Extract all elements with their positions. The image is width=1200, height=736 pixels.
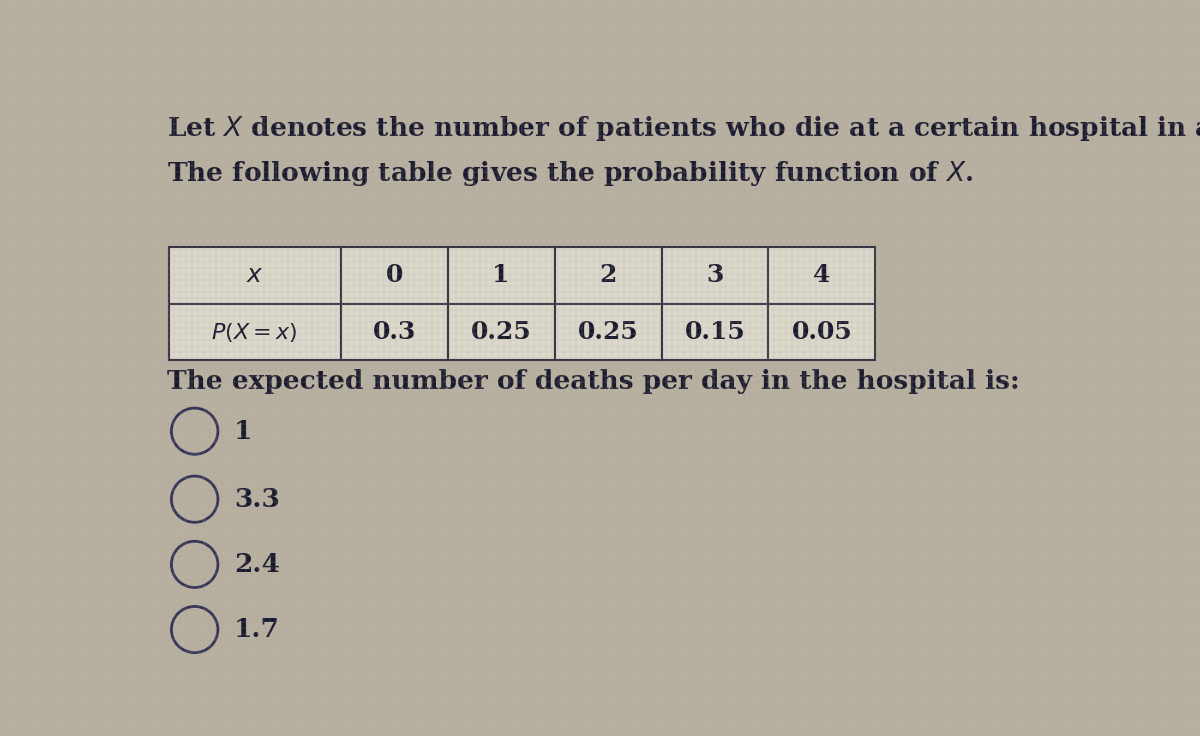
Text: $P(X = x)$: $P(X = x)$ [211,320,298,344]
Bar [768,247,876,304]
Text: 3.3: 3.3 [234,486,280,512]
Text: 2: 2 [599,263,617,287]
Text: Let $X$ denotes the number of patients who die at a certain hospital in a day.: Let $X$ denotes the number of patients w… [167,114,1200,143]
Bar [554,304,661,361]
Text: 0: 0 [385,263,403,287]
Text: 0.15: 0.15 [684,320,745,344]
Bar [341,304,448,361]
Text: 0.3: 0.3 [372,320,416,344]
Text: $x$: $x$ [246,263,264,287]
Text: 3: 3 [707,263,724,287]
Bar [341,247,448,304]
Bar [448,304,554,361]
Text: 2.4: 2.4 [234,552,280,577]
Text: The expected number of deaths per day in the hospital is:: The expected number of deaths per day in… [167,369,1019,394]
Bar [768,304,876,361]
Bar [168,304,341,361]
Bar [661,247,768,304]
Bar [448,247,554,304]
Bar [168,247,341,304]
Bar [661,304,768,361]
Text: 4: 4 [814,263,830,287]
Text: The following table gives the probability function of $X$.: The following table gives the probabilit… [167,159,973,188]
Text: 0.25: 0.25 [577,320,638,344]
Text: 0.25: 0.25 [470,320,532,344]
Text: 1: 1 [492,263,510,287]
Bar [554,247,661,304]
Text: 0.05: 0.05 [792,320,852,344]
Text: 1: 1 [234,419,252,444]
Text: 1.7: 1.7 [234,617,280,642]
